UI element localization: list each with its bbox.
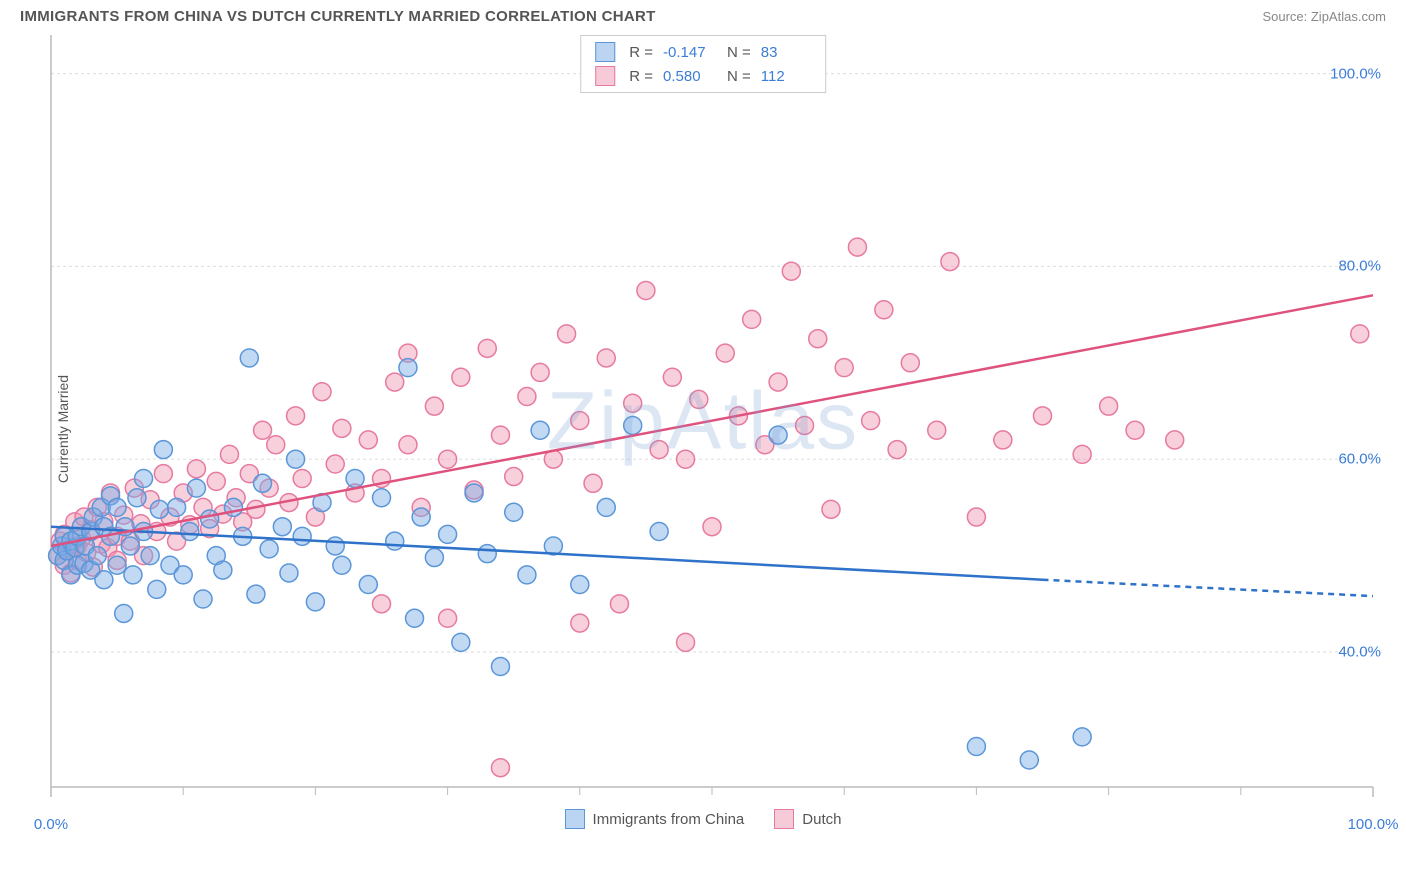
y-tick-label: 80.0%: [1338, 258, 1381, 275]
bottom-legend: Immigrants from China Dutch: [13, 809, 1393, 829]
legend-label-dutch: Dutch: [802, 811, 841, 828]
x-tick-label: 0.0%: [34, 816, 68, 833]
stat-n-label: N =: [727, 44, 751, 61]
y-tick-label: 40.0%: [1338, 644, 1381, 661]
stats-row-dutch: R = 0.580 N = 112: [581, 64, 825, 88]
stat-n-dutch: 112: [761, 68, 811, 85]
stat-r-dutch: 0.580: [663, 68, 713, 85]
stat-r-label: R =: [629, 68, 653, 85]
stats-row-china: R = -0.147 N = 83: [581, 40, 825, 64]
legend-item-china: Immigrants from China: [565, 809, 745, 829]
chart-title: IMMIGRANTS FROM CHINA VS DUTCH CURRENTLY…: [20, 8, 656, 25]
swatch-dutch: [595, 66, 615, 86]
stats-legend-box: R = -0.147 N = 83 R = 0.580 N = 112: [580, 35, 826, 93]
legend-item-dutch: Dutch: [774, 809, 841, 829]
stat-n-label: N =: [727, 68, 751, 85]
source-attribution: Source: ZipAtlas.com: [1262, 9, 1386, 24]
stat-r-label: R =: [629, 44, 653, 61]
stat-r-china: -0.147: [663, 44, 713, 61]
legend-label-china: Immigrants from China: [593, 811, 745, 828]
chart-container: Currently Married ZipAtlas R = -0.147 N …: [13, 29, 1393, 829]
y-tick-label: 60.0%: [1338, 451, 1381, 468]
y-axis-title: Currently Married: [55, 375, 71, 483]
swatch-china: [595, 42, 615, 62]
y-tick-label: 100.0%: [1330, 65, 1381, 82]
stat-n-china: 83: [761, 44, 811, 61]
legend-swatch-dutch: [774, 809, 794, 829]
scatter-chart: [13, 29, 1393, 829]
legend-swatch-china: [565, 809, 585, 829]
x-tick-label: 100.0%: [1348, 816, 1399, 833]
